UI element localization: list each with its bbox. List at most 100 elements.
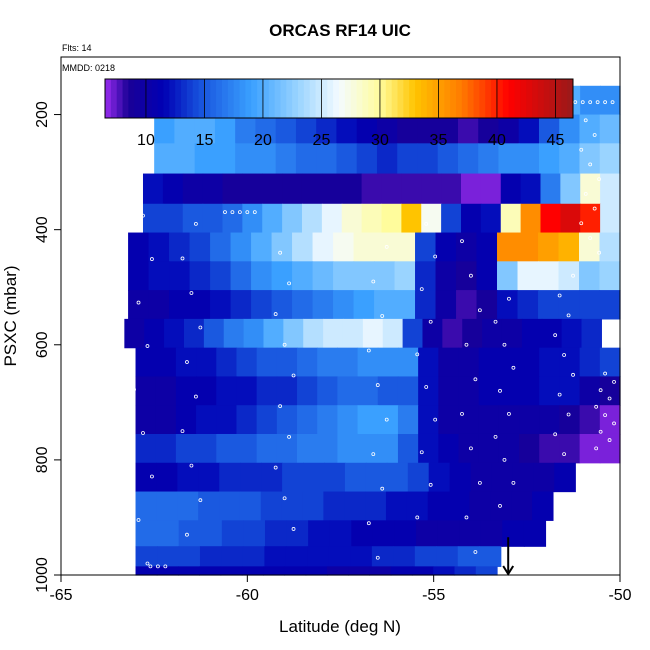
axes: -65 -60 -55 -50 200 400 600 800 1000 bbox=[34, 101, 632, 604]
heatmap-cell bbox=[519, 376, 540, 406]
colorbar-segment bbox=[432, 79, 439, 118]
colorbar-segment bbox=[122, 79, 129, 118]
heatmap-cell bbox=[418, 376, 439, 406]
colorbar-segment bbox=[362, 79, 369, 118]
heatmap-cell bbox=[414, 546, 437, 567]
heatmap-cell bbox=[459, 520, 482, 547]
colorbar-segment bbox=[333, 79, 340, 118]
sample-marker bbox=[415, 352, 420, 357]
colorbar-segment bbox=[350, 79, 358, 118]
heatmap-cell bbox=[135, 376, 157, 406]
heatmap-cell bbox=[498, 347, 520, 378]
heatmap-cell bbox=[328, 546, 351, 567]
colorbar-segment bbox=[321, 79, 328, 118]
sample-marker bbox=[603, 371, 607, 376]
sample-marker bbox=[237, 210, 242, 215]
sample-marker bbox=[603, 100, 607, 105]
heatmap-cell bbox=[178, 520, 201, 547]
heatmap-cell bbox=[458, 376, 480, 406]
sample-marker bbox=[194, 394, 198, 399]
sample-marker bbox=[150, 474, 154, 479]
sample-marker bbox=[502, 342, 507, 347]
colorbar-segment bbox=[274, 79, 281, 118]
heatmap-cell bbox=[560, 203, 581, 234]
heatmap-cell bbox=[286, 520, 309, 547]
heatmap-cell bbox=[276, 433, 298, 464]
heatmap-cell bbox=[264, 520, 288, 547]
heatmap-cell bbox=[255, 114, 277, 144]
colorbar-segment bbox=[567, 79, 574, 118]
heatmap-cell bbox=[351, 520, 374, 547]
sample-marker bbox=[583, 191, 588, 196]
colorbar-segment bbox=[555, 79, 562, 118]
heatmap-cell bbox=[199, 566, 222, 576]
heatmap-cell bbox=[374, 232, 396, 262]
heatmap-cell bbox=[251, 290, 273, 320]
heatmap-cell bbox=[476, 290, 498, 320]
heatmap-cell bbox=[478, 405, 500, 435]
colorbar-segment bbox=[315, 79, 322, 118]
sample-marker bbox=[180, 256, 185, 261]
heatmap-cell bbox=[436, 546, 459, 567]
heatmap-cell bbox=[297, 376, 318, 406]
heatmap-cell bbox=[497, 261, 519, 291]
heatmap-cell bbox=[202, 203, 224, 234]
heatmap-cell bbox=[301, 173, 323, 205]
heatmap-cell bbox=[295, 114, 317, 144]
sample-marker bbox=[380, 486, 385, 491]
heatmap-cell bbox=[199, 546, 223, 567]
heatmap-cell bbox=[599, 143, 621, 175]
colorbar-segment bbox=[298, 79, 305, 118]
heatmap-cell bbox=[558, 290, 580, 320]
heatmap-cell bbox=[362, 318, 384, 349]
colorbar-segment bbox=[385, 79, 393, 118]
heatmap-cell bbox=[337, 347, 359, 378]
heatmap-cell bbox=[341, 203, 363, 234]
sample-marker bbox=[477, 308, 482, 313]
heatmap-cell bbox=[511, 491, 533, 521]
heatmap-cell bbox=[350, 546, 373, 567]
sample-marker bbox=[433, 254, 438, 259]
colorbar-segment bbox=[502, 79, 510, 118]
heatmap-cell bbox=[344, 491, 366, 521]
heatmap-cell bbox=[579, 290, 601, 320]
colorbar-segment bbox=[280, 79, 287, 118]
heatmap-cell bbox=[303, 462, 325, 493]
heatmap-cell bbox=[461, 203, 482, 234]
heatmap-cell bbox=[135, 520, 158, 547]
heatmap-cell bbox=[317, 376, 338, 406]
colorbar-segment bbox=[532, 79, 539, 118]
sample-marker bbox=[557, 392, 562, 397]
heatmap-cell bbox=[263, 318, 284, 349]
heatmap-cell bbox=[579, 405, 601, 435]
heatmap-cell bbox=[198, 491, 220, 521]
heatmap-cells bbox=[124, 85, 621, 576]
heatmap-cell bbox=[285, 546, 308, 567]
heatmap-cell bbox=[262, 173, 283, 205]
heatmap-cell bbox=[148, 261, 170, 291]
sample-marker bbox=[424, 385, 429, 389]
heatmap-cell bbox=[221, 520, 245, 547]
heatmap-cell bbox=[397, 347, 419, 378]
heatmap-cell bbox=[599, 114, 621, 144]
heatmap-cell bbox=[441, 173, 462, 205]
heatmap-cell bbox=[216, 376, 238, 406]
sample-marker bbox=[375, 383, 380, 387]
chart-title: ORCAS RF14 UIC bbox=[269, 21, 411, 40]
heatmap-cell bbox=[560, 173, 581, 205]
heatmap-cell bbox=[337, 433, 359, 464]
sample-marker bbox=[493, 319, 498, 324]
sample-marker bbox=[566, 313, 571, 318]
sample-marker bbox=[185, 360, 189, 364]
colorbar-segment bbox=[175, 79, 182, 118]
x-axis-label: Latitude (deg N) bbox=[279, 617, 401, 636]
heatmap-cell bbox=[301, 203, 323, 234]
heatmap-cell bbox=[381, 203, 402, 234]
sample-marker bbox=[245, 210, 250, 215]
sample-marker bbox=[163, 564, 168, 569]
heatmap-cell bbox=[242, 546, 266, 567]
heatmap-cell bbox=[135, 433, 157, 464]
colorbar-segment bbox=[526, 79, 533, 118]
heatmap-cell bbox=[397, 114, 419, 144]
